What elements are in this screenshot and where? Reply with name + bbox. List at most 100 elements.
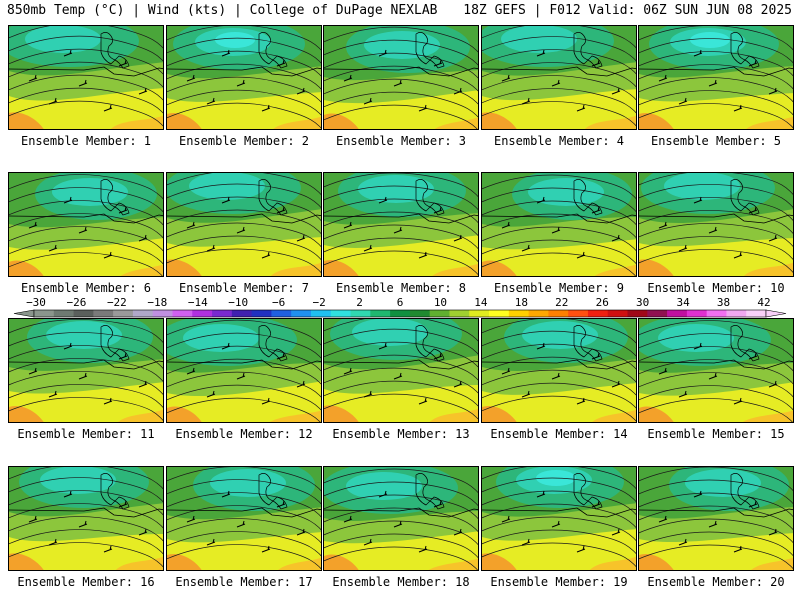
colorbar-segment: [330, 310, 351, 317]
temperature-map-graphic: [9, 319, 163, 422]
ensemble-member-label: Ensemble Member: 5: [650, 134, 782, 148]
colorbar-tick-label: 2: [356, 296, 363, 309]
ensemble-member-map: [166, 25, 322, 130]
ensemble-member-label: Ensemble Member: 10: [647, 281, 785, 295]
temperature-map-graphic: [482, 173, 636, 276]
temperature-map-graphic: [324, 319, 478, 422]
colorbar-segment: [686, 310, 708, 317]
colorbar-segment: [587, 310, 609, 317]
temperature-map-graphic: [167, 173, 321, 276]
colorbar-segment: [350, 310, 371, 317]
ensemble-member-map: [8, 466, 164, 571]
colorbar-segment: [390, 310, 411, 317]
colorbar-tick-label: 30: [636, 296, 650, 309]
ensemble-member-label: Ensemble Member: 3: [335, 134, 467, 148]
colorbar-segment: [132, 310, 154, 317]
colorbar-segment: [212, 310, 233, 317]
ensemble-member-map: [8, 172, 164, 277]
colorbar-segment: [231, 310, 253, 317]
colorbar-segment: [489, 310, 510, 317]
temperature-map-graphic: [9, 26, 163, 129]
colorbar-segment: [647, 310, 668, 317]
temperature-map-graphic: [324, 173, 478, 276]
ensemble-member-map: [166, 318, 322, 423]
colorbar-tick-label: 42: [757, 296, 771, 309]
ensemble-member-label: Ensemble Member: 13: [332, 427, 470, 441]
temperature-map-graphic: [167, 26, 321, 129]
colorbar-segment: [746, 310, 767, 317]
ensemble-member-label: Ensemble Member: 11: [17, 427, 155, 441]
ensemble-member-map: [638, 318, 794, 423]
ensemble-member-map: [481, 172, 637, 277]
ensemble-member-map: [481, 466, 637, 571]
temperature-map-graphic: [639, 319, 793, 422]
ensemble-member-label: Ensemble Member: 14: [490, 427, 628, 441]
colorbar-segment: [706, 310, 727, 317]
ensemble-member-map: [481, 318, 637, 423]
colorbar-min-arrow: [13, 309, 35, 318]
colorbar-segment: [627, 310, 648, 317]
ensemble-member-label: Ensemble Member: 18: [332, 575, 470, 589]
colorbar-tick-label: 6: [396, 296, 404, 309]
ensemble-member-label: Ensemble Member: 6: [20, 281, 152, 295]
model-run-label: 18Z GEFS | F012 Valid: 06Z SUN JUN 08 20…: [463, 3, 792, 18]
ensemble-member-map: [166, 466, 322, 571]
colorbar-segment: [607, 310, 628, 317]
colorbar-tick-label: 26: [595, 296, 609, 309]
colorbar-segment: [73, 310, 94, 317]
colorbar-segment: [568, 310, 589, 317]
colorbar-segment: [449, 310, 470, 317]
ensemble-member-label: Ensemble Member: 8: [335, 281, 467, 295]
ensemble-member-label: Ensemble Member: 16: [17, 575, 155, 589]
map-title: 850mb Temp (°C) | Wind (kts) | College o…: [7, 3, 438, 18]
colorbar-segment: [192, 310, 213, 317]
colorbar-tick-label: 10: [433, 296, 448, 309]
ensemble-member-map: [638, 25, 794, 130]
ensemble-member-label: Ensemble Member: 4: [493, 134, 625, 148]
colorbar-segment: [34, 310, 55, 317]
colorbar-segment: [508, 310, 529, 317]
ensemble-member-map: [8, 25, 164, 130]
colorbar-tick-label: −22: [106, 296, 127, 309]
colorbar-tick-label: 18: [514, 296, 528, 309]
colorbar-tick-label: 14: [474, 296, 488, 309]
ensemble-member-label: Ensemble Member: 7: [178, 281, 310, 295]
colorbar-tick-label: −6: [272, 296, 286, 309]
ensemble-member-label: Ensemble Member: 20: [647, 575, 785, 589]
temperature-map-graphic: [167, 319, 321, 422]
colorbar-segment: [172, 310, 193, 317]
ensemble-member-map: [166, 172, 322, 277]
ensemble-member-map: [481, 25, 637, 130]
colorbar-segment: [370, 310, 391, 317]
colorbar-tick-label: −10: [228, 296, 249, 309]
ensemble-member-label: Ensemble Member: 17: [175, 575, 313, 589]
colorbar-segment: [726, 310, 747, 317]
colorbar-tick-label: −2: [312, 296, 326, 309]
ensemble-member-map: [323, 172, 479, 277]
temperature-map-graphic: [9, 467, 163, 570]
colorbar-segment: [409, 310, 431, 317]
temperature-map-graphic: [482, 319, 636, 422]
colorbar-segment: [291, 310, 312, 317]
ensemble-member-label: Ensemble Member: 1: [20, 134, 152, 148]
ensemble-member-map: [323, 318, 479, 423]
ensemble-member-map: [8, 318, 164, 423]
colorbar-segment: [667, 310, 688, 317]
ensemble-member-map: [638, 172, 794, 277]
colorbar-segment: [469, 310, 490, 317]
ensemble-member-label: Ensemble Member: 19: [490, 575, 628, 589]
colorbar-tick-label: −14: [187, 296, 208, 309]
ensemble-member-map: [323, 25, 479, 130]
temperature-colorbar: [13, 309, 787, 318]
colorbar-segment: [548, 310, 569, 317]
temperature-map-graphic: [9, 173, 163, 276]
temperature-map-graphic: [482, 467, 636, 570]
temperature-map-graphic: [482, 26, 636, 129]
colorbar-segment: [310, 310, 332, 317]
colorbar-tick-label: −30: [26, 296, 46, 309]
colorbar-tick-label: −26: [66, 296, 87, 309]
colorbar-segment: [113, 310, 134, 317]
colorbar-tick-label: 34: [676, 296, 690, 309]
ensemble-member-map: [638, 466, 794, 571]
temperature-map-graphic: [167, 467, 321, 570]
